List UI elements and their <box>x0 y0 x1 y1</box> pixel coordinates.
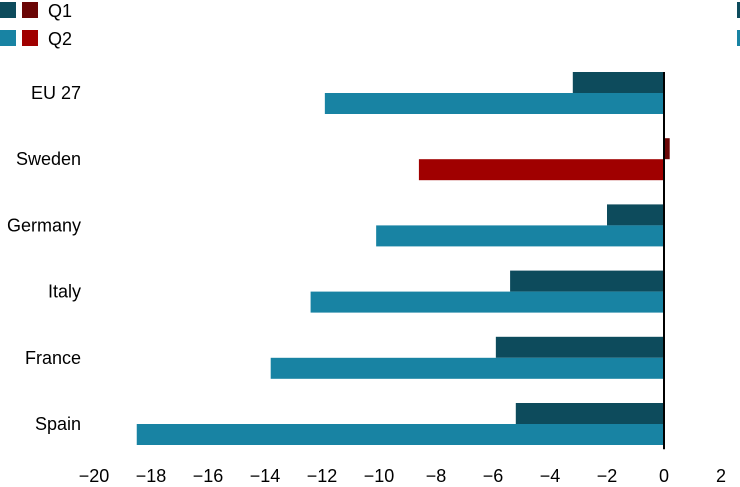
x-tick-label: −4 <box>540 466 561 486</box>
edge-legend-marks <box>737 2 740 46</box>
legend-label: Q2 <box>48 29 72 49</box>
x-tick-label: −2 <box>597 466 618 486</box>
bar-q1-italy <box>510 270 664 292</box>
x-tick-label: −12 <box>307 466 338 486</box>
x-tick-label: −8 <box>426 466 447 486</box>
bar-q1-eu-27 <box>572 72 664 93</box>
bar-q2-italy <box>310 291 664 313</box>
legend-swatch <box>0 2 16 18</box>
x-tick-label: −16 <box>193 466 224 486</box>
x-tick-label: −10 <box>364 466 395 486</box>
legend-swatch-highlight <box>22 30 38 46</box>
x-tick-label: −14 <box>250 466 281 486</box>
category-label: France <box>25 348 81 368</box>
legend-swatch <box>0 30 16 46</box>
legend-label: Q1 <box>48 1 72 21</box>
category-labels: EU 27 Sweden Germany Italy France Spain <box>7 83 81 434</box>
bar-q1-spain <box>515 403 664 424</box>
x-tick-label: −18 <box>136 466 167 486</box>
bar-q1-germany <box>607 204 664 226</box>
bar-q2-eu-27 <box>324 93 664 114</box>
bar-q2-spain <box>136 424 664 445</box>
category-label: Sweden <box>16 149 81 169</box>
category-label: Italy <box>48 282 81 302</box>
bars <box>136 72 670 445</box>
bar-q2-france <box>270 357 664 379</box>
category-label: Spain <box>35 414 81 434</box>
x-tick-label: 0 <box>659 466 669 486</box>
x-tick-label: −6 <box>483 466 504 486</box>
category-label: Germany <box>7 215 81 235</box>
x-tick-label: −20 <box>79 466 110 486</box>
edge-mark <box>737 30 740 46</box>
bar-q1-france <box>495 336 664 358</box>
bar-q2-germany <box>376 225 664 247</box>
bar-q2-sweden <box>418 159 664 181</box>
x-tick-label: 2 <box>716 466 726 486</box>
bar-q1-sweden <box>664 138 670 160</box>
legend-swatch-highlight <box>22 2 38 18</box>
category-label: EU 27 <box>31 83 81 103</box>
x-axis-ticks: −20 −18 −16 −14 −12 −10 −8 −6 −4 −2 0 2 <box>79 466 726 486</box>
edge-mark <box>737 2 740 18</box>
